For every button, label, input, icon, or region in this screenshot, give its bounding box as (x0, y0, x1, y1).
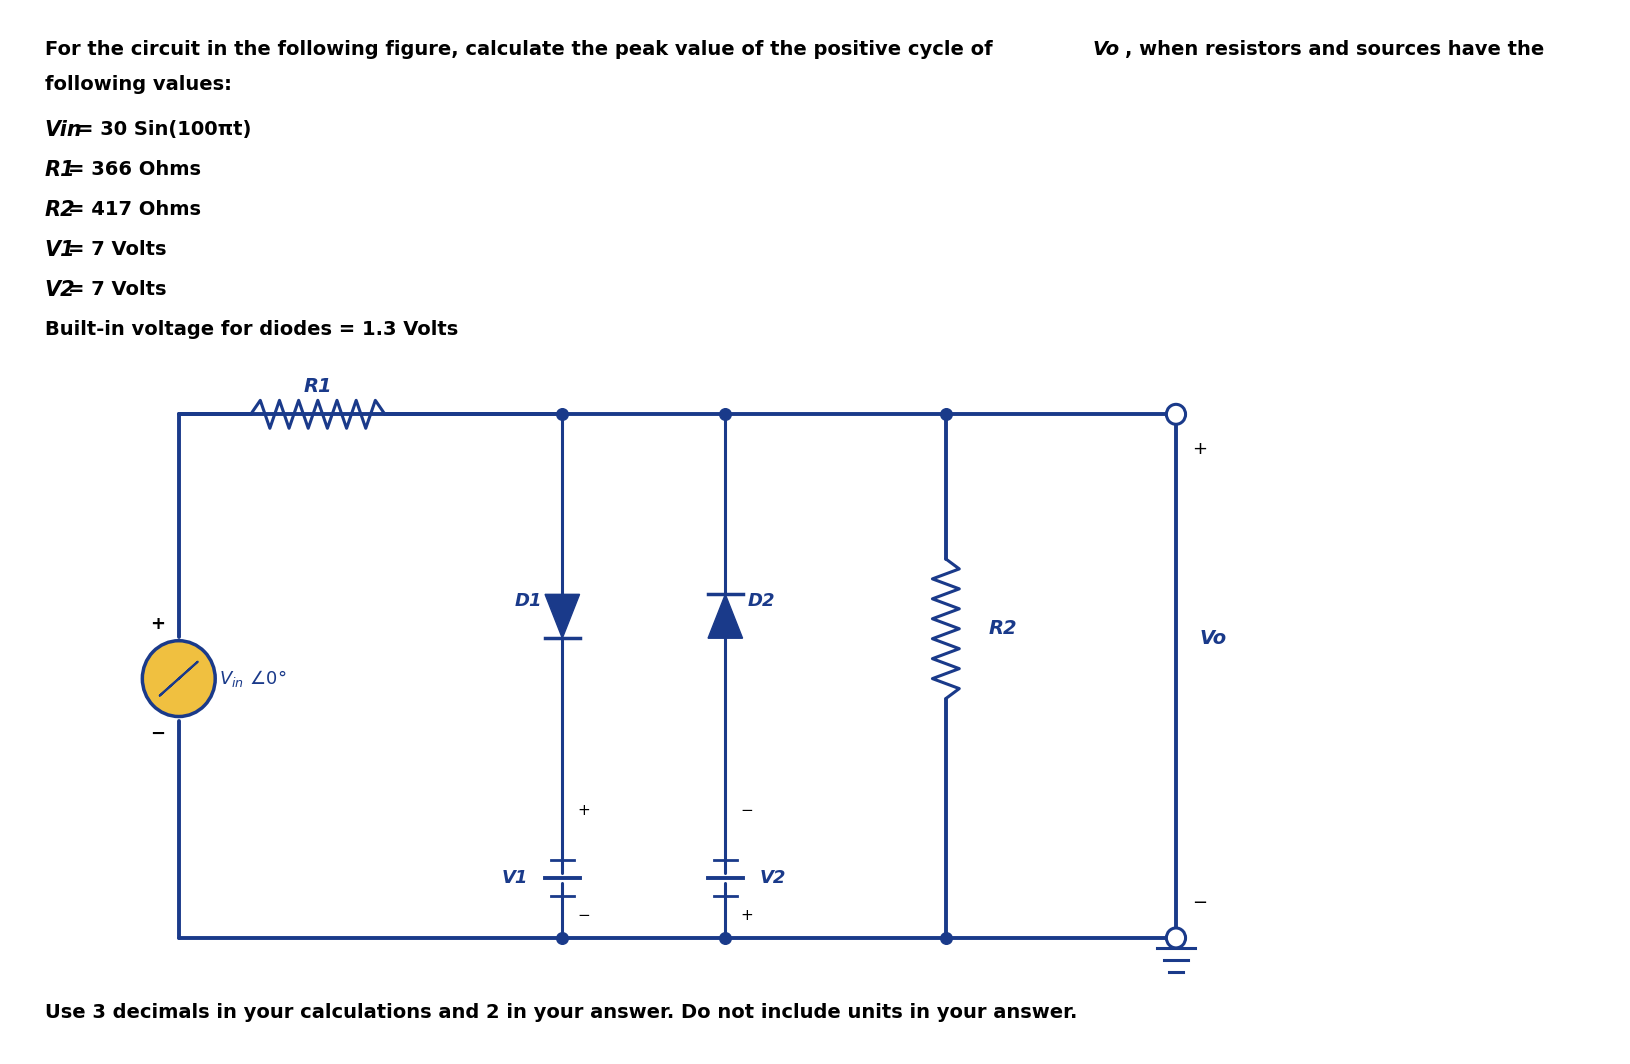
Text: R2: R2 (989, 619, 1017, 638)
Polygon shape (707, 595, 743, 638)
Point (549, 405, 575, 422)
Text: −: − (1193, 894, 1208, 912)
Circle shape (1167, 928, 1185, 948)
Point (549, 930, 575, 947)
Text: For the circuit in the following figure, calculate the peak value of the positiv: For the circuit in the following figure,… (44, 40, 999, 60)
Point (932, 405, 958, 422)
Point (932, 930, 958, 947)
Circle shape (1167, 404, 1185, 425)
Text: = 7 Volts: = 7 Volts (67, 239, 166, 259)
Text: $V_{in}$ $\angle 0°$: $V_{in}$ $\angle 0°$ (218, 668, 287, 689)
Text: V1: V1 (44, 239, 75, 260)
Text: = 366 Ohms: = 366 Ohms (67, 160, 200, 179)
Text: +: + (577, 802, 590, 818)
Text: R1: R1 (303, 378, 333, 397)
Text: −: − (740, 802, 753, 818)
Text: D1: D1 (515, 593, 543, 611)
Text: R1: R1 (44, 160, 75, 180)
Text: = 30 Sin(100πt): = 30 Sin(100πt) (77, 120, 251, 139)
Text: V1: V1 (500, 869, 528, 887)
Point (712, 930, 738, 947)
Text: Use 3 decimals in your calculations and 2 in your answer. Do not include units i: Use 3 decimals in your calculations and … (44, 1002, 1077, 1021)
Text: +: + (740, 909, 753, 924)
Text: , when resistors and sources have the: , when resistors and sources have the (1125, 40, 1544, 60)
Point (712, 405, 738, 422)
Text: −: − (577, 909, 590, 924)
Text: V2: V2 (44, 280, 75, 300)
Text: R2: R2 (44, 200, 75, 220)
Text: +: + (150, 615, 165, 633)
Text: following values:: following values: (44, 76, 231, 95)
Text: = 7 Volts: = 7 Volts (67, 280, 166, 299)
Text: = 417 Ohms: = 417 Ohms (67, 200, 200, 219)
Circle shape (142, 641, 215, 716)
Text: D2: D2 (748, 593, 776, 611)
Text: −: − (150, 725, 165, 743)
Text: Vin: Vin (44, 120, 82, 140)
Text: Vo: Vo (1092, 40, 1120, 60)
Polygon shape (544, 595, 580, 638)
Text: Built-in voltage for diodes = 1.3 Volts: Built-in voltage for diodes = 1.3 Volts (44, 319, 458, 338)
Text: V2: V2 (760, 869, 786, 887)
Text: Vo: Vo (1200, 629, 1227, 648)
Text: +: + (1193, 440, 1208, 459)
